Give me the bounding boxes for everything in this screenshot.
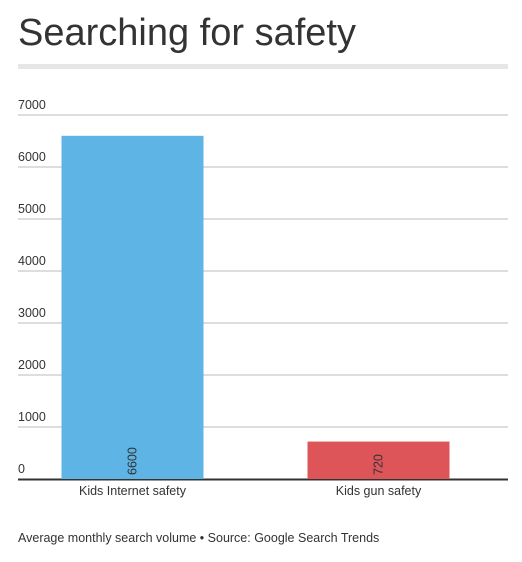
y-tick-label: 6000 [18,150,46,164]
y-tick-label: 0 [18,462,25,476]
y-tick-label: 1000 [18,410,46,424]
bars [61,135,450,480]
footnote: Average monthly search volume • Source: … [18,531,380,545]
labels: 0 1000 2000 3000 4000 5000 6000 7000 6600 Kids In… [18,98,422,498]
title-divider [18,64,508,69]
chart-title: Searching for safety [18,12,356,54]
y-tick-label: 7000 [18,98,46,112]
data-label: 6600 [126,447,140,475]
y-tick-label: 3000 [18,306,46,320]
data-label: 720 [372,454,386,475]
bar [61,135,204,480]
x-tick-label: Kids gun safety [336,484,422,498]
bar [307,441,450,479]
y-tick-label: 5000 [18,202,46,216]
y-tick-label: 4000 [18,254,46,268]
x-tick-label: Kids Internet safety [79,484,187,498]
y-tick-label: 2000 [18,358,46,372]
